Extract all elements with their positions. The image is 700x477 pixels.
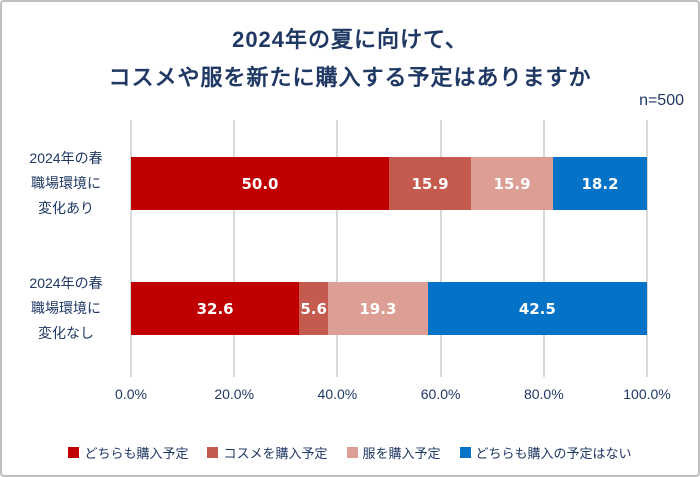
bar-value-label: 5.6	[300, 299, 327, 318]
category-label-line: 変化あり	[38, 200, 94, 216]
bar-segment-row0-series3: 18.2	[553, 157, 647, 210]
category-label-line: 変化なし	[38, 325, 94, 341]
x-tick-label-20: 20.0%	[214, 386, 255, 402]
category-label-line: 2024年の春	[29, 275, 103, 291]
x-tick-label-60: 60.0%	[420, 386, 461, 402]
legend-swatch-icon	[346, 447, 358, 458]
legend-swatch-icon	[68, 447, 80, 458]
gridline-80	[542, 120, 545, 377]
category-label-line: 職場環境に	[31, 300, 101, 316]
legend-item-2: 服を購入予定	[346, 443, 441, 462]
legend-item-0: どちらも購入予定	[68, 443, 188, 462]
category-label-0: 2024年の春 職場環境に変化あり	[10, 146, 122, 221]
bar-value-label: 18.2	[581, 174, 619, 193]
bar-segment-row1-series2: 19.3	[328, 282, 428, 335]
x-tick-label-80: 80.0%	[523, 386, 564, 402]
legend-label: コスメを購入予定	[223, 446, 328, 461]
category-label-line: 職場環境に	[31, 175, 101, 191]
legend-label: どちらも購入予定	[84, 446, 189, 461]
gridline-0	[130, 120, 132, 377]
chart-title-line1: 2024年の夏に向けて、	[232, 27, 468, 52]
bar-segment-row1-series3: 42.5	[427, 282, 647, 335]
bar-segment-row0-series2: 15.9	[471, 157, 554, 210]
legend-label: 服を購入予定	[362, 446, 441, 461]
category-label-1: 2024年の春 職場環境に変化なし	[10, 271, 122, 346]
gridline-60	[439, 120, 442, 377]
bar-row-1: 32.6 5.6 19.3 42.5	[131, 282, 647, 335]
category-label-line: 2024年の春	[29, 150, 103, 166]
legend-item-3: どちらも購入の予定はない	[459, 443, 632, 462]
chart-title-line2: コスメや服を新たに購入する予定はありますか	[108, 65, 592, 90]
x-tick-label-0: 0.0%	[115, 386, 147, 402]
gridline-20	[233, 120, 236, 377]
bar-value-label: 19.3	[359, 299, 397, 318]
bar-value-label: 50.0	[241, 174, 279, 193]
legend-item-1: コスメを購入予定	[207, 443, 328, 462]
bar-value-label: 15.9	[411, 174, 449, 193]
bar-segment-row0-series1: 15.9	[389, 157, 472, 210]
bar-value-label: 32.6	[196, 299, 234, 318]
x-axis: 0.0% 20.0% 40.0% 60.0% 80.0% 100.0%	[115, 386, 671, 406]
bar-segment-row1-series0: 32.6	[131, 282, 300, 335]
bar-value-label: 42.5	[518, 299, 556, 318]
plot-area: 50.0 15.9 15.9 18.2 32.6 5.6 19.3 42.5	[130, 120, 648, 377]
x-tick-label-100: 100.0%	[623, 386, 671, 402]
bar-row-0: 50.0 15.9 15.9 18.2	[131, 157, 647, 210]
bar-segment-row0-series0: 50.0	[131, 157, 389, 210]
bar-segment-row1-series1: 5.6	[299, 282, 329, 335]
gridline-100	[646, 120, 648, 377]
sample-size-label: n=500	[639, 92, 684, 109]
legend-label: どちらも購入の予定はない	[475, 446, 632, 461]
gridline-40	[336, 120, 339, 377]
bar-value-label: 15.9	[493, 174, 531, 193]
legend: どちらも購入予定 コスメを購入予定 服を購入予定 どちらも購入の予定はない	[2, 443, 698, 462]
legend-swatch-icon	[459, 447, 471, 458]
x-tick-label-40: 40.0%	[317, 386, 358, 402]
legend-swatch-icon	[207, 447, 219, 458]
